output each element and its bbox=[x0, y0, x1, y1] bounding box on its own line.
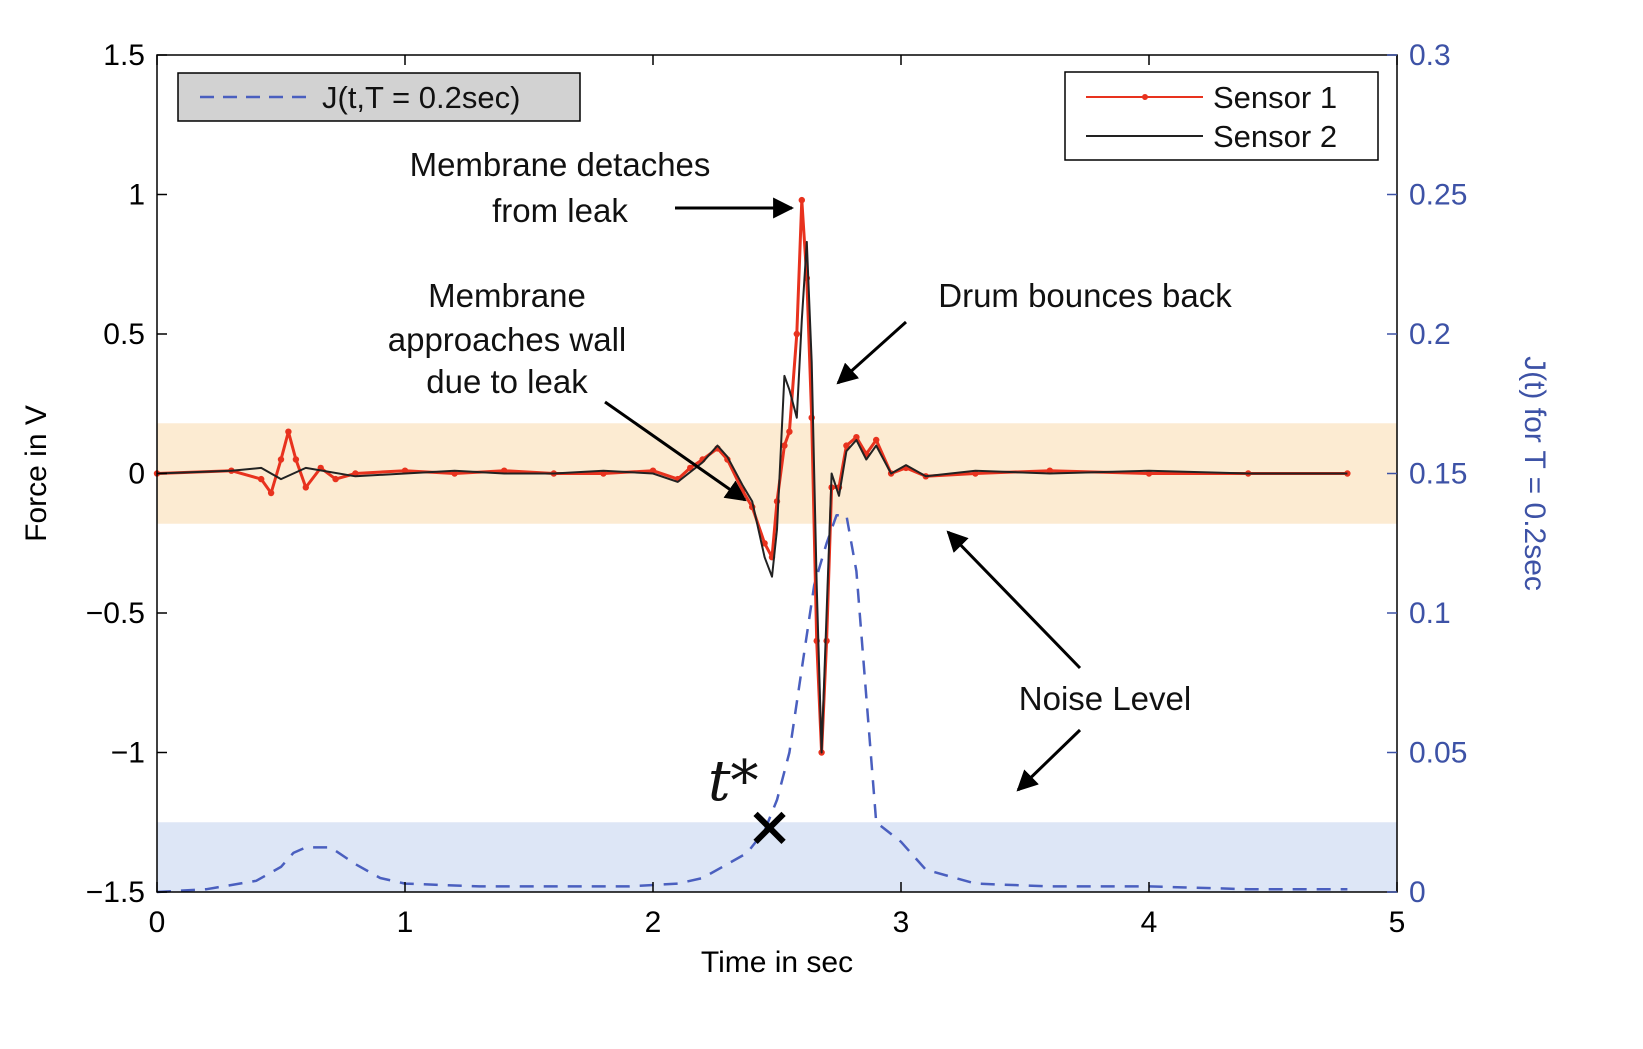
series-point-sensor-1 bbox=[277, 456, 285, 463]
series-line-sensor-2 bbox=[156, 240, 1348, 754]
annotation-approaches-line1: Membrane bbox=[428, 277, 586, 314]
series-point-sensor-1 bbox=[687, 464, 694, 472]
series-point-sensor-1 bbox=[285, 428, 292, 435]
series-point-sensor-1 bbox=[781, 442, 788, 449]
t-star-marker: t* bbox=[708, 749, 786, 844]
y-left-tick-label: −1 bbox=[111, 737, 145, 770]
y-right-axis-title: J(t) for T = 0.2sec bbox=[1518, 356, 1551, 591]
series-point-sensor-1 bbox=[401, 467, 409, 474]
legend-sensors-box bbox=[1064, 71, 1379, 161]
series-layer bbox=[153, 196, 1351, 894]
series-point-sensor-1 bbox=[972, 470, 979, 477]
series-point-sensor-1 bbox=[332, 475, 339, 483]
series-point-sensor-1 bbox=[1145, 470, 1153, 477]
y-right-tick-label: 0 bbox=[1409, 876, 1426, 909]
series-point-sensor-1 bbox=[451, 470, 458, 477]
series-point-sensor-1 bbox=[1046, 467, 1054, 474]
legend-j-label: J(t,T = 0.2sec) bbox=[322, 80, 520, 115]
series-point-sensor-1 bbox=[600, 470, 607, 477]
y-left-tick-label: −1.5 bbox=[86, 876, 145, 909]
y-left-tick-label: 1.5 bbox=[103, 39, 145, 72]
arrow-approaches bbox=[604, 400, 747, 502]
ticks-layer: 0 1 2 3 4 5 1.5 1 0.5 0 −0.5 −1 −1.5 0.3 0.25 0.2 0.15 0.… bbox=[86, 39, 1468, 939]
series-point-sensor-1 bbox=[501, 467, 508, 474]
arrow-noise-up bbox=[946, 530, 1082, 670]
annotations: Membrane detaches from leak Membrane app… bbox=[388, 146, 1232, 792]
arrow-noise-down bbox=[1016, 728, 1082, 792]
series-point-sensor-1 bbox=[793, 330, 800, 338]
legend-j: J(t,T = 0.2sec) bbox=[177, 72, 581, 122]
x-tick-label: 2 bbox=[645, 906, 662, 939]
y-left-tick-label: −0.5 bbox=[86, 597, 145, 630]
x-tick-label: 1 bbox=[397, 906, 414, 939]
series-point-sensor-1 bbox=[786, 428, 793, 435]
y-right-tick-label: 0.15 bbox=[1409, 458, 1467, 491]
series-point-sensor-1 bbox=[258, 475, 265, 483]
x-tick-label: 4 bbox=[1141, 906, 1158, 939]
series-point-sensor-1 bbox=[843, 442, 850, 449]
x-tick-label: 3 bbox=[893, 906, 910, 939]
y-right-tick-label: 0.3 bbox=[1409, 39, 1451, 72]
legend-sensor1-dot bbox=[1142, 94, 1148, 100]
y-left-tick-label: 0 bbox=[128, 458, 145, 491]
series-point-sensor-1 bbox=[302, 484, 309, 491]
legend-j-box bbox=[177, 72, 581, 122]
y-right-tick-label: 0.2 bbox=[1409, 318, 1451, 351]
series-point-sensor-1 bbox=[267, 489, 275, 497]
series-point-sensor-1 bbox=[1344, 470, 1351, 477]
y-left-tick-label: 0.5 bbox=[103, 318, 145, 351]
series-point-sensor-1 bbox=[649, 467, 657, 474]
x-tick-label: 5 bbox=[1389, 906, 1406, 939]
series-point-sensor-1 bbox=[873, 436, 880, 444]
legend-sensor1-label: Sensor 1 bbox=[1213, 80, 1337, 115]
series-line-j-t-t-0-2sec bbox=[156, 514, 1348, 894]
annotation-detaches-line1: Membrane detaches bbox=[410, 146, 711, 183]
arrow-drum-bounces bbox=[836, 320, 908, 385]
series-point-sensor-1 bbox=[761, 540, 768, 547]
annotation-noise-level: Noise Level bbox=[1019, 680, 1191, 717]
annotation-drum-bounces: Drum bounces back bbox=[938, 277, 1232, 314]
x-axis-title: Time in sec bbox=[701, 946, 853, 979]
y-right-tick-label: 0.1 bbox=[1409, 597, 1451, 630]
y-right-tick-label: 0.25 bbox=[1409, 179, 1467, 212]
t-star-label: t* bbox=[708, 749, 759, 814]
series-point-sensor-1 bbox=[853, 434, 860, 441]
y-left-axis-title: Force in V bbox=[20, 405, 53, 542]
legend-sensor2-label: Sensor 2 bbox=[1213, 119, 1337, 154]
y-left-tick-label: 1 bbox=[128, 179, 145, 212]
annotation-detaches-line2: from leak bbox=[492, 192, 628, 229]
annotation-approaches-line3: due to leak bbox=[426, 363, 588, 400]
series-point-sensor-1 bbox=[798, 196, 805, 204]
x-tick-label: 0 bbox=[149, 906, 166, 939]
t-star-cross-b bbox=[753, 811, 786, 844]
annotation-approaches-line2: approaches wall bbox=[388, 321, 626, 358]
legend-sensors: Sensor 1 Sensor 2 bbox=[1064, 71, 1379, 161]
y-right-tick-label: 0.05 bbox=[1409, 737, 1467, 770]
series-point-sensor-1 bbox=[292, 456, 300, 463]
